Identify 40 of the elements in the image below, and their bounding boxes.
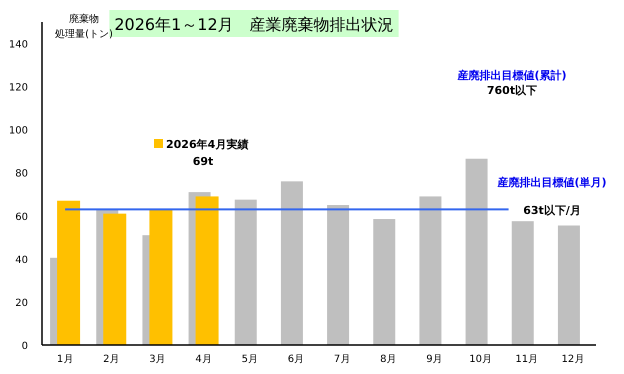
annotation: 69t xyxy=(192,155,214,168)
y-tick-label: 40 xyxy=(15,254,28,266)
bar xyxy=(234,200,257,345)
bar xyxy=(57,200,80,345)
bar xyxy=(327,205,350,345)
y-axis-title: 廃棄物処理量(トン) xyxy=(55,13,113,40)
bar xyxy=(103,214,126,345)
bar xyxy=(373,219,396,345)
x-tick-label: 11月 xyxy=(515,354,538,365)
bar xyxy=(149,209,172,345)
x-tick-label: 2月 xyxy=(103,354,120,365)
y-tick-label: 0 xyxy=(22,341,28,352)
y-tick-label: 100 xyxy=(8,126,28,137)
x-tick-label: 10月 xyxy=(469,354,492,365)
bar xyxy=(196,196,219,345)
x-tick-label: 4月 xyxy=(195,354,212,365)
y-tick-label: 20 xyxy=(15,298,28,309)
x-tick-label: 12月 xyxy=(562,354,584,365)
y-tick-label: 80 xyxy=(15,168,28,180)
y-tick-label: 60 xyxy=(15,212,28,223)
bar xyxy=(466,158,488,345)
annotation: 産廃排出目標値(累計) xyxy=(456,69,567,82)
x-tick-label: 9月 xyxy=(426,354,443,365)
ref-line-label: 産廃排出目標値(単月) xyxy=(496,176,607,189)
x-tick-label: 8月 xyxy=(380,354,396,365)
x-tick-label: 5月 xyxy=(242,354,258,365)
y-tick-label: 140 xyxy=(8,40,28,51)
bar xyxy=(512,221,534,345)
bar xyxy=(558,225,580,345)
x-tick-label: 3月 xyxy=(149,354,166,365)
chart-title: 2026年1～12月 産業廃棄物排出状況 xyxy=(114,15,394,34)
x-tick-label: 6月 xyxy=(288,354,304,365)
x-tick-label: 7月 xyxy=(334,354,350,365)
legend-label: 2026年4月実績 xyxy=(166,138,248,151)
annotation: 63t以下/月 xyxy=(523,204,581,217)
y-tick-label: 120 xyxy=(8,82,28,94)
bar xyxy=(280,181,303,345)
bar xyxy=(419,196,442,345)
annotation: 760t以下 xyxy=(486,84,538,97)
x-tick-label: 1月 xyxy=(56,354,74,365)
